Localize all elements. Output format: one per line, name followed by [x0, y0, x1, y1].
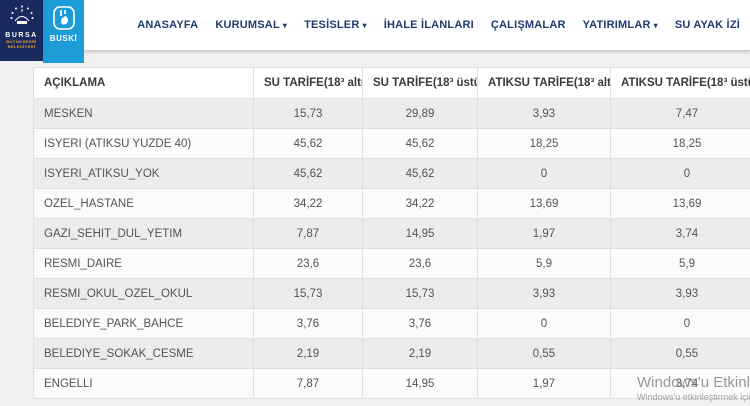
cell-value: 5,9	[610, 248, 750, 279]
bursa-municipality-logo[interactable]: BURSA BÜYÜKŞEHİR BELEDİYESİ	[0, 0, 43, 61]
row-label: ISYERI_ATIKSU_YOK	[33, 158, 254, 189]
cell-value: 14,95	[362, 368, 478, 399]
cell-value: 15,73	[362, 278, 478, 309]
cell-value: 1,97	[477, 368, 611, 399]
row-label: BELEDIYE_PARK_BAHCE	[33, 308, 254, 339]
cell-value: 0,55	[477, 338, 611, 369]
cell-value: 15,73	[253, 98, 363, 129]
row-label: RESMI_DAIRE	[33, 248, 254, 279]
cell-value: 7,47	[610, 98, 750, 129]
nav-ihale-ilanlari[interactable]: İHALE İLANLARI	[383, 19, 474, 31]
top-header-bar: ANASAYFA KURUMSAL ▾ TESİSLER ▾ İHALE İLA…	[0, 0, 750, 51]
cell-value: 0	[477, 308, 611, 339]
bursa-logo-text: BURSA	[5, 32, 38, 39]
cell-value: 0	[610, 308, 750, 339]
cell-value: 34,22	[253, 188, 363, 219]
buski-logo[interactable]: BUSKİ	[43, 0, 84, 63]
cell-value: 7,87	[253, 218, 363, 249]
column-header-atiksu-tarife-ustu: ATIKSU TARİFE(18³ üstü)	[610, 67, 750, 99]
chevron-down-icon: ▾	[282, 21, 288, 30]
cell-value: 3,93	[477, 278, 611, 309]
nav-anasayfa[interactable]: ANASAYFA	[137, 19, 199, 31]
bursa-logo-subtext1: BÜYÜKŞEHİR	[6, 39, 37, 44]
cell-value: 1,97	[477, 218, 611, 249]
cell-value: 13,69	[477, 188, 611, 219]
chevron-down-icon: ▾	[362, 21, 367, 30]
bursa-logo-subtext2: BELEDİYESİ	[7, 44, 36, 49]
tariff-table: AÇIKLAMA SU TARİFE(18³ altı) SU TARİFE(1…	[33, 67, 750, 399]
column-header-su-tarife-alti: SU TARİFE(18³ altı)	[253, 67, 363, 99]
buski-logo-text: BUSKİ	[49, 34, 78, 43]
chevron-down-icon: ▾	[653, 21, 658, 30]
cell-value: 7,87	[253, 368, 363, 399]
cell-value: 23,6	[253, 248, 363, 279]
cell-value: 3,93	[610, 278, 750, 309]
cell-value: 18,25	[610, 128, 750, 159]
table-row: ISYERI (ATIKSU YUZDE 40) 45,62 45,62 18,…	[33, 128, 750, 159]
cell-value: 45,62	[253, 128, 363, 159]
row-label: BELEDIYE_SOKAK_CESME	[33, 338, 254, 369]
cell-value: 0,55	[610, 338, 750, 369]
cell-value: 0	[610, 158, 750, 189]
cell-value: 34,22	[362, 188, 478, 219]
nav-su-ayak-izi[interactable]: SU AYAK İZİ	[674, 19, 740, 31]
cell-value: 5,9	[477, 248, 611, 279]
table-row: ISYERI_ATIKSU_YOK 45,62 45,62 0 0	[33, 158, 750, 189]
tariff-table-container: AÇIKLAMA SU TARİFE(18³ altı) SU TARİFE(1…	[33, 67, 750, 399]
table-row: ENGELLI 7,87 14,95 1,97 3,74	[33, 368, 750, 399]
row-label: MESKEN	[33, 98, 254, 129]
cell-value: 14,95	[362, 218, 478, 249]
nav-kurumsal-label: KURUMSAL	[215, 19, 280, 31]
cell-value: 2,19	[253, 338, 363, 369]
row-label: RESMI_OKUL_OZEL_OKUL	[33, 278, 254, 309]
nav-yatirimlar-label: YATIRIMLAR	[582, 19, 651, 31]
table-row: BELEDIYE_SOKAK_CESME 2,19 2,19 0,55 0,55	[33, 338, 750, 369]
buski-waterdrop-icon	[52, 6, 75, 30]
table-header-row: AÇIKLAMA SU TARİFE(18³ altı) SU TARİFE(1…	[33, 67, 750, 99]
table-row: OZEL_HASTANE 34,22 34,22 13,69 13,69	[33, 188, 750, 219]
cell-value: 45,62	[362, 158, 478, 189]
nav-kurumsal[interactable]: KURUMSAL ▾	[215, 19, 287, 31]
header-logos: BURSA BÜYÜKŞEHİR BELEDİYESİ BUSKİ	[0, 0, 84, 63]
nav-calismalar[interactable]: ÇALIŞMALAR	[490, 19, 566, 31]
nav-tesisler-label: TESİSLER	[304, 19, 360, 31]
row-label: OZEL_HASTANE	[33, 188, 254, 219]
cell-value: 3,93	[477, 98, 611, 129]
bursa-emblem-icon	[10, 5, 33, 24]
row-label: ENGELLI	[33, 368, 254, 399]
table-row: RESMI_DAIRE 23,6 23,6 5,9 5,9	[33, 248, 750, 279]
cell-value: 0	[477, 158, 611, 189]
cell-value: 23,6	[362, 248, 478, 279]
row-label: ISYERI (ATIKSU YUZDE 40)	[33, 128, 254, 159]
nav-yatirimlar[interactable]: YATIRIMLAR ▾	[583, 19, 658, 31]
column-header-aciklama: AÇIKLAMA	[33, 67, 254, 99]
cell-value: 45,62	[253, 158, 363, 189]
main-navigation: ANASAYFA KURUMSAL ▾ TESİSLER ▾ İHALE İLA…	[137, 0, 740, 50]
table-row: MESKEN 15,73 29,89 3,93 7,47	[33, 98, 750, 129]
cell-value: 45,62	[362, 128, 478, 159]
cell-value: 2,19	[362, 338, 478, 369]
cell-value: 13,69	[610, 188, 750, 219]
cell-value: 3,74	[610, 368, 750, 399]
table-row: GAZI_SEHIT_DUL_YETIM 7,87 14,95 1,97 3,7…	[33, 218, 750, 249]
cell-value: 15,73	[253, 278, 363, 309]
column-header-atiksu-tarife-alti: ATIKSU TARİFE(18³ altı)	[477, 67, 611, 99]
row-label: GAZI_SEHIT_DUL_YETIM	[33, 218, 254, 249]
cell-value: 29,89	[362, 98, 478, 129]
cell-value: 3,76	[362, 308, 478, 339]
cell-value: 3,76	[253, 308, 363, 339]
cell-value: 3,74	[610, 218, 750, 249]
nav-tesisler[interactable]: TESİSLER ▾	[304, 19, 367, 31]
table-row: RESMI_OKUL_OZEL_OKUL 15,73 15,73 3,93 3,…	[33, 278, 750, 309]
cell-value: 18,25	[477, 128, 611, 159]
table-row: BELEDIYE_PARK_BAHCE 3,76 3,76 0 0	[33, 308, 750, 339]
column-header-su-tarife-ustu: SU TARİFE(18³ üstü)	[362, 67, 478, 99]
